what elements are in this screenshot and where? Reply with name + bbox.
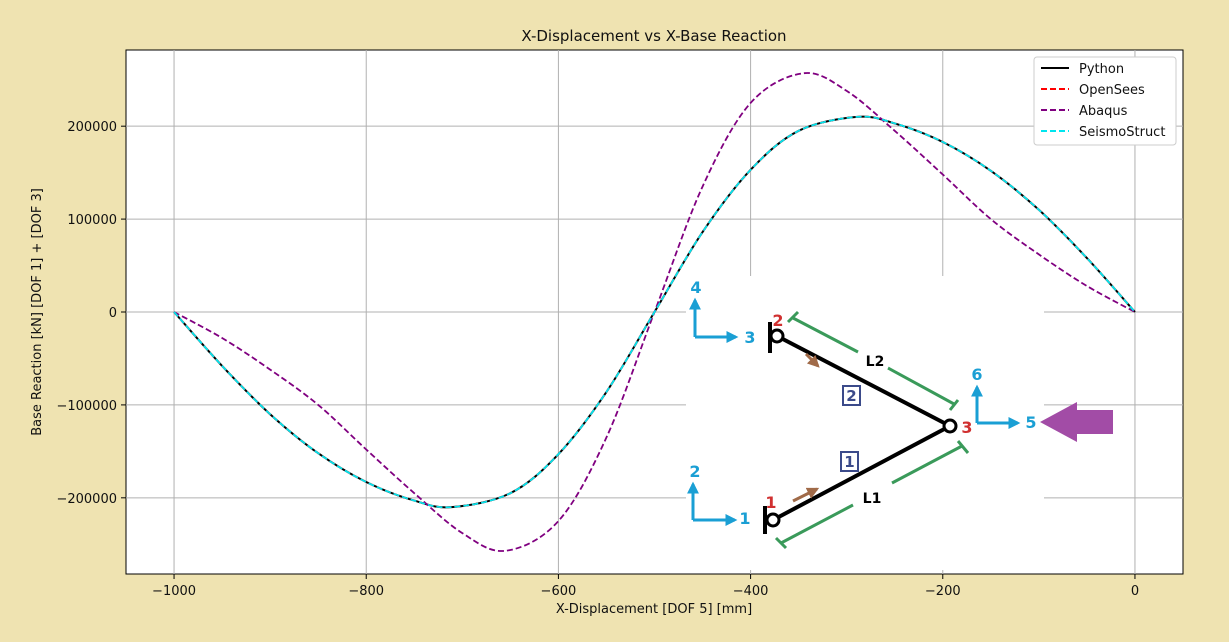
inset-diagram: 4 3 2 1 6 5 2 1 3 2 [686,276,1113,570]
legend-frame [1033,56,1177,146]
dof-arrows-node-3 [971,384,1021,429]
inset-background [686,276,1044,406]
node-label-1: 1 [765,493,776,512]
series-layer [173,72,1136,552]
element-1-line [772,424,951,522]
x-axis-label: X-Displacement [DOF 5] [mm] [556,602,752,617]
dof-label-5: 5 [1025,413,1036,432]
x-tick-label: −1000 [152,584,196,599]
dof-arrows-node-2 [689,297,739,343]
x-tick-label: −600 [541,584,577,599]
legend-label-opensees: OpenSees [1079,83,1145,98]
dof-label-3: 3 [744,328,755,347]
x-tick-label: 0 [1131,584,1139,599]
x-tick-label: −200 [925,584,961,599]
dof-label-2: 2 [689,462,700,481]
length-label-l1: L1 [863,491,882,507]
y-tick-label: 100000 [67,213,117,228]
local-axis-arrow-2 [804,352,820,368]
element-box-1 [840,451,859,472]
element-label-1: 1 [844,453,854,471]
y-axis-label: Base Reaction [kN] [DOF 1] + [DOF 3] [30,188,45,436]
axes-layer: −1000 −800 −600 −400 −200 0 −200000 −100000 0 100… [56,120,1139,599]
hinge-node-3 [942,418,958,434]
series-line-seismostruct [173,115,1136,509]
dof-arrows-node-1 [687,481,738,526]
element-box-2 [842,385,861,406]
element-label-2: 2 [846,387,856,405]
legend: Python OpenSees Abaqus SeismoStruct [1033,56,1177,146]
y-tick-label: 200000 [67,120,117,135]
node-label-2: 2 [772,311,783,330]
chart-title: X-Displacement vs X-Base Reaction [521,27,786,45]
dof-label-4: 4 [690,278,701,297]
legend-label-python: Python [1079,62,1124,77]
dimension-line-l1 [774,440,970,550]
y-tick-label: 0 [109,306,117,321]
inset-background-lower [686,404,1044,570]
x-tick-label: −800 [348,584,384,599]
legend-label-seismostruct: SeismoStruct [1079,125,1165,140]
local-axis-arrow-1 [792,487,820,503]
element-2-line [776,334,951,428]
hinge-node-2 [769,328,785,344]
node-label-3: 3 [961,418,972,437]
dof-label-1: 1 [739,509,750,528]
load-arrow [1040,402,1113,442]
hinge-node-1 [765,512,781,528]
length-label-l2: L2 [866,354,885,370]
y-tick-label: −100000 [56,399,117,414]
y-tick-label: −200000 [56,492,117,507]
dimension-line-l2 [786,310,960,411]
x-tick-label: −400 [733,584,769,599]
dof-label-6: 6 [971,365,982,384]
legend-label-abaqus: Abaqus [1079,104,1128,119]
